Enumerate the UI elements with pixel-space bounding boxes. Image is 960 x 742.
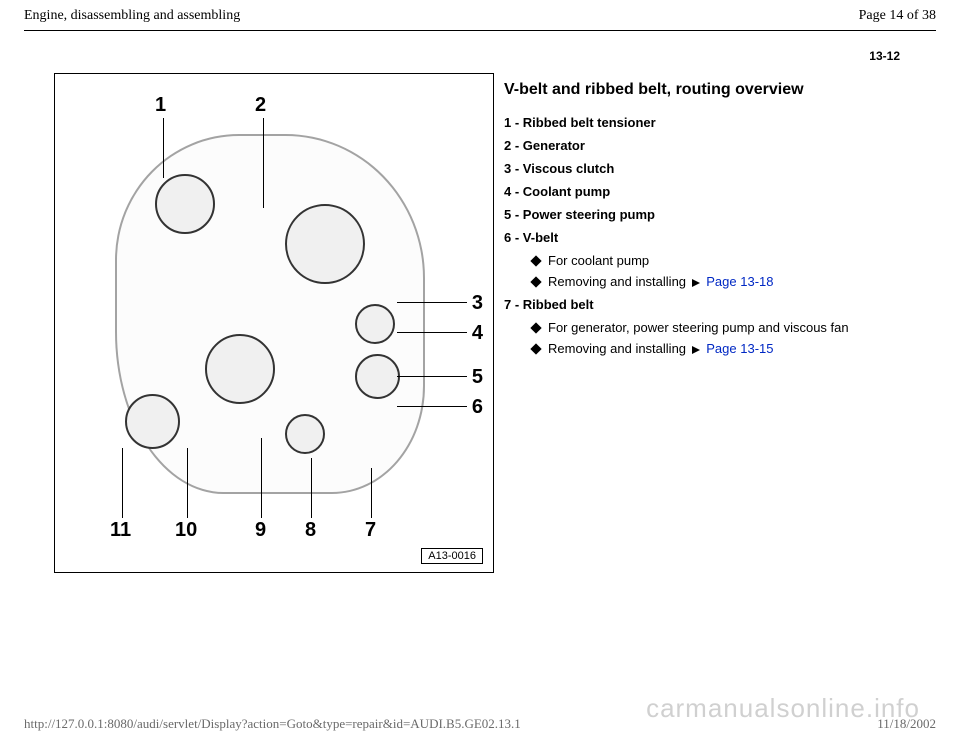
leader (371, 468, 372, 518)
item-label: Viscous clutch (523, 161, 615, 176)
pulley (205, 334, 275, 404)
item-num: 5 - (504, 207, 519, 222)
leader (397, 302, 467, 303)
callout-5: 5 (472, 366, 483, 389)
diamond-bullet-icon (530, 322, 541, 333)
leader (261, 438, 262, 518)
item-label: Coolant pump (523, 184, 610, 199)
item-6: 6 - V-belt (504, 230, 849, 245)
pulley (285, 414, 325, 454)
pulley (355, 304, 395, 344)
leader (397, 406, 467, 407)
leader (163, 118, 164, 178)
page-link[interactable]: Page 13-15 (706, 341, 773, 356)
item-num: 4 - (504, 184, 519, 199)
item-num: 6 - (504, 230, 519, 245)
item-label: Ribbed belt tensioner (523, 115, 656, 130)
bullet-text: For coolant pump (548, 253, 849, 268)
item-label: V-belt (523, 230, 558, 245)
item-7: 7 - Ribbed belt (504, 297, 849, 312)
leader (122, 448, 123, 518)
figure-tag: A13-0016 (421, 548, 483, 564)
page-number: Page 14 of 38 (859, 8, 936, 24)
main-content: 1 2 3 4 5 6 7 8 9 10 11 A13-0016 (0, 63, 960, 573)
diamond-bullet-icon (530, 343, 541, 354)
leader (311, 458, 312, 518)
doc-title: Engine, disassembling and assembling (24, 8, 240, 24)
leader (187, 448, 188, 518)
page-footer: http://127.0.0.1:8080/audi/servlet/Displ… (24, 716, 936, 732)
callout-11: 11 (110, 519, 131, 542)
pulley (155, 174, 215, 234)
footer-date: 11/18/2002 (877, 716, 936, 732)
pulley (285, 204, 365, 284)
item-1: 1 - Ribbed belt tensioner (504, 115, 849, 130)
item-label: Power steering pump (523, 207, 655, 222)
bullet-item: Removing and installing Page 13-18 (532, 274, 849, 289)
bullet-text: For generator, power steering pump and v… (548, 320, 849, 335)
diamond-bullet-icon (530, 255, 541, 266)
bullet-prefix: Removing and installing (548, 341, 690, 356)
item-num: 1 - (504, 115, 519, 130)
item-4: 4 - Coolant pump (504, 184, 849, 199)
item-5: 5 - Power steering pump (504, 207, 849, 222)
callout-3: 3 (472, 292, 483, 315)
engine-diagram: 1 2 3 4 5 6 7 8 9 10 11 A13-0016 (54, 73, 494, 573)
callout-9: 9 (255, 519, 266, 542)
arrow-right-icon (692, 279, 700, 287)
callout-4: 4 (472, 322, 483, 345)
leader (263, 118, 264, 208)
diamond-bullet-icon (530, 276, 541, 287)
text-column: V-belt and ribbed belt, routing overview… (484, 73, 849, 573)
leader (397, 332, 467, 333)
bullet-text: Removing and installing Page 13-18 (548, 274, 849, 289)
bullet-text: Removing and installing Page 13-15 (548, 341, 849, 356)
page-link[interactable]: Page 13-18 (706, 274, 773, 289)
section-heading: V-belt and ribbed belt, routing overview (504, 81, 849, 99)
item-label: Ribbed belt (523, 297, 594, 312)
callout-1: 1 (155, 94, 166, 117)
page-header: Engine, disassembling and assembling Pag… (0, 0, 960, 28)
leader (397, 376, 467, 377)
item-num: 3 - (504, 161, 519, 176)
footer-url: http://127.0.0.1:8080/audi/servlet/Displ… (24, 716, 521, 732)
item-3: 3 - Viscous clutch (504, 161, 849, 176)
callout-10: 10 (175, 519, 197, 542)
section-number: 13-12 (0, 31, 960, 63)
pulley (125, 394, 180, 449)
callout-2: 2 (255, 94, 266, 117)
bullet-item: For coolant pump (532, 253, 849, 268)
callout-8: 8 (305, 519, 316, 542)
pulley (355, 354, 400, 399)
bullet-prefix: Removing and installing (548, 274, 690, 289)
bullet-item: Removing and installing Page 13-15 (532, 341, 849, 356)
figure-column: 1 2 3 4 5 6 7 8 9 10 11 A13-0016 (24, 73, 484, 573)
item-label: Generator (523, 138, 585, 153)
item-num: 2 - (504, 138, 519, 153)
callout-7: 7 (365, 519, 376, 542)
callout-6: 6 (472, 396, 483, 419)
arrow-right-icon (692, 346, 700, 354)
bullet-item: For generator, power steering pump and v… (532, 320, 849, 335)
item-2: 2 - Generator (504, 138, 849, 153)
item-num: 7 - (504, 297, 519, 312)
